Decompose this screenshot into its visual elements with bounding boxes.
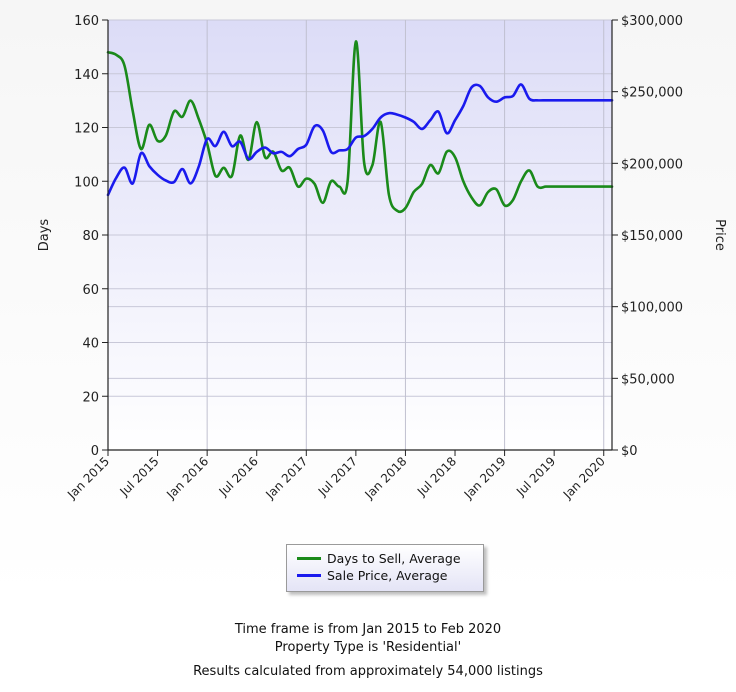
y-right-tick-label: $150,000 xyxy=(621,229,683,244)
y-left-tick-label: 60 xyxy=(82,283,99,298)
chart-area: 0 20 40 60 80 100 120 140 160 $0 $50,000 $100,000 $1… xyxy=(0,0,736,600)
y-left-tick-label: 100 xyxy=(74,175,99,190)
y-right-tick-label: $50,000 xyxy=(621,372,675,387)
y-right-tick-label: $300,000 xyxy=(621,14,683,29)
y-left-axis-title: Days xyxy=(37,219,52,252)
chart-svg: 0 20 40 60 80 100 120 140 160 $0 $50,000 $100,000 $1… xyxy=(0,0,736,600)
y-left-tick-label: 40 xyxy=(82,337,99,352)
legend-item-price: Sale Price, Average xyxy=(297,567,448,584)
y-left-tick-label: 120 xyxy=(74,122,99,137)
y-left-tick-label: 80 xyxy=(82,229,99,244)
footer-timeframe: Time frame is from Jan 2015 to Feb 2020 xyxy=(234,622,502,637)
series-line-sale-price xyxy=(106,83,614,197)
legend: Days to Sell, Average Sale Price, Averag… xyxy=(286,544,484,592)
y-left-tick-label: 20 xyxy=(82,390,99,405)
footer-listings-count: Results calculated from approximately 54… xyxy=(193,664,543,679)
y-right-tick-label: $250,000 xyxy=(621,86,683,101)
legend-swatch-price xyxy=(297,574,321,577)
footer-property-type: Property Type is 'Residential' xyxy=(274,640,462,655)
y-right-tick-label: $200,000 xyxy=(621,157,683,172)
y-left-tick-label: 160 xyxy=(74,14,99,29)
legend-item-days: Days to Sell, Average xyxy=(297,550,461,567)
y-right-tick-label: $0 xyxy=(621,444,638,459)
y-right-tick-label: $100,000 xyxy=(621,301,683,316)
legend-label-price: Sale Price, Average xyxy=(327,568,448,583)
legend-swatch-days xyxy=(297,557,321,560)
y-left-tick-label: 140 xyxy=(74,68,99,83)
series-line-days-to-sell xyxy=(106,40,614,214)
y-right-axis-title: Price xyxy=(712,219,727,251)
series-layer xyxy=(106,40,614,214)
legend-label-days: Days to Sell, Average xyxy=(327,551,461,566)
y-left-tick-label: 0 xyxy=(91,444,99,459)
